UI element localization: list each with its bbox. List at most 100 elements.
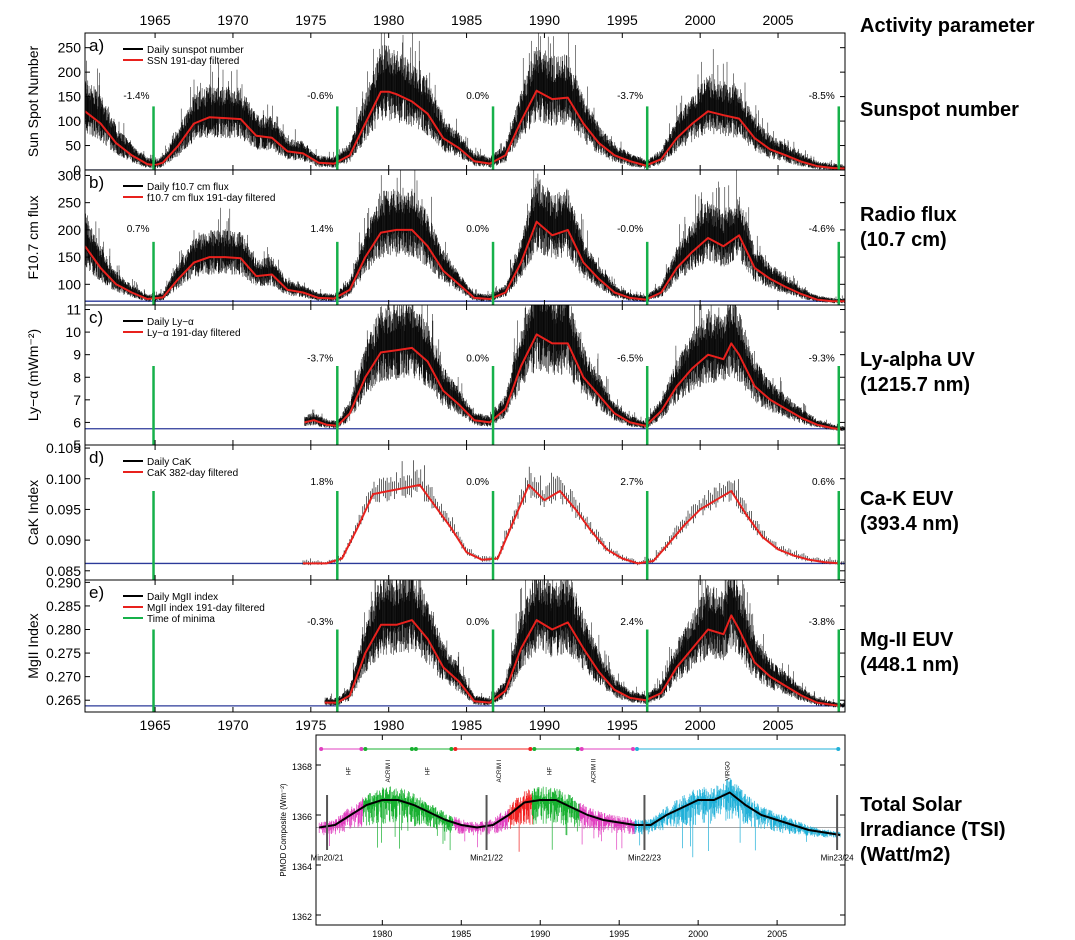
panel-frame <box>315 734 846 926</box>
instrument-arrow-head <box>630 747 635 751</box>
percent-label: -8.5% <box>809 91 835 102</box>
percent-label: -0.3% <box>307 617 333 628</box>
side-label-header: Activity parameter <box>860 14 1035 39</box>
x-tick-label: 1980 <box>372 929 392 939</box>
side-label-tsi: Total Solar Irradiance (TSI) (Watt/m2) <box>860 793 1006 868</box>
x-tick-label: 2005 <box>762 717 793 733</box>
side-label-header-text: Activity parameter <box>860 15 1035 37</box>
percent-label: 1.4% <box>310 224 333 235</box>
y-axis-label: F10.7 cm flux <box>25 195 41 279</box>
y-tick-label: 10 <box>65 324 81 340</box>
y-tick-label: 1362 <box>292 912 312 922</box>
instrument-label: HF <box>347 767 353 775</box>
percent-label: 2.7% <box>620 477 643 488</box>
instrument-arrow-head <box>836 747 841 751</box>
y-tick-label: 0.270 <box>46 669 81 685</box>
y-tick-label: 0.090 <box>46 532 81 548</box>
y-tick-label: 250 <box>58 40 82 56</box>
x-tick-label: 1975 <box>295 717 326 733</box>
y-tick-label: 0.100 <box>46 471 81 487</box>
legend-entry: Daily CaK <box>147 457 192 468</box>
percent-label: -3.8% <box>809 617 835 628</box>
x-tick-label: 1985 <box>451 929 471 939</box>
x-tick-label: 1990 <box>530 929 550 939</box>
side-label-line: Total Solar <box>860 794 962 816</box>
filtered-series <box>324 614 841 707</box>
top-x-tick-label: 2005 <box>762 12 793 28</box>
tsi-daily-series <box>579 803 636 850</box>
tsi-minima-label: Min23/24 <box>821 854 854 863</box>
instrument-arrow-head <box>634 747 639 751</box>
y-tick-label: 1364 <box>292 862 312 872</box>
instrument-label: ACRIM II <box>592 759 598 784</box>
y-tick-label: 0.105 <box>46 440 81 456</box>
daily-series <box>85 170 845 304</box>
panel-1 <box>84 169 846 306</box>
panel-5 <box>315 734 846 926</box>
instrument-label: HF <box>426 767 432 775</box>
percent-label: -0.0% <box>617 224 643 235</box>
top-x-tick-label: 1995 <box>607 12 638 28</box>
x-tick-label: 1995 <box>609 929 629 939</box>
plot-area <box>85 33 845 170</box>
tsi-daily-series <box>531 786 581 850</box>
instrument-arrow-head <box>575 747 580 751</box>
plot-area <box>85 460 845 580</box>
instrument-arrow-head <box>453 747 458 751</box>
side-label-cak: Ca-K EUV (393.4 nm) <box>860 487 959 537</box>
side-label-line: (393.4 nm) <box>860 513 959 535</box>
percent-label: -9.3% <box>809 353 835 364</box>
panel-frame <box>84 444 846 581</box>
x-tick-label: 1980 <box>373 717 404 733</box>
y-axis-label: Ly−α (mWm⁻²) <box>25 329 41 421</box>
y-tick-label: 9 <box>73 347 81 363</box>
panel-3 <box>84 444 846 581</box>
percent-label: -3.7% <box>307 353 333 364</box>
y-tick-label: 0 <box>73 162 81 178</box>
tsi-minima-label: Min21/22 <box>470 854 503 863</box>
plot-area <box>85 170 845 305</box>
x-tick-label: 1985 <box>451 717 482 733</box>
y-axis-label: PMOD Composite (Wm⁻²) <box>279 783 288 876</box>
plot-area <box>85 305 845 445</box>
filtered-series <box>85 89 845 170</box>
side-label-lyalpha: Ly-alpha UV (1215.7 nm) <box>860 348 975 398</box>
percent-label: -0.6% <box>307 91 333 102</box>
filtered-series <box>303 483 841 565</box>
y-tick-label: 0.275 <box>46 645 81 661</box>
percent-label: 0.0% <box>466 91 489 102</box>
percent-label: -6.5% <box>617 353 643 364</box>
y-tick-label: 150 <box>58 89 82 105</box>
x-tick-label: 1995 <box>607 717 638 733</box>
legend-entry: f10.7 cm flux 191-day filtered <box>147 193 275 204</box>
top-x-tick-label: 1980 <box>373 12 404 28</box>
filtered-series <box>304 333 841 431</box>
top-x-tick-label: 1970 <box>217 12 248 28</box>
panel-letter: e) <box>89 583 104 602</box>
side-label-line: (10.7 cm) <box>860 229 947 251</box>
y-tick-label: 7 <box>73 392 81 408</box>
side-label-line: (1215.7 nm) <box>860 374 971 396</box>
y-tick-label: 0.285 <box>46 598 81 614</box>
y-tick-label: 200 <box>58 222 82 238</box>
legend-entry: SSN 191-day filtered <box>147 56 239 67</box>
instrument-label: HF <box>547 767 553 775</box>
y-tick-label: 1368 <box>292 762 312 772</box>
tsi-minima-label: Min22/23 <box>628 854 661 863</box>
y-tick-label: 300 <box>58 167 82 183</box>
side-label-line: Radio flux <box>860 204 957 226</box>
y-tick-label: 5 <box>73 437 81 453</box>
tsi-daily-series <box>453 809 509 848</box>
y-tick-label: 250 <box>58 195 82 211</box>
legend-entry: Daily sunspot number <box>147 45 244 56</box>
panel-0 <box>84 32 846 171</box>
instrument-arrow-head <box>528 747 533 751</box>
y-tick-label: 150 <box>58 249 82 265</box>
instrument-arrow-head <box>449 747 454 751</box>
filtered-series <box>85 220 845 303</box>
percent-label: -4.6% <box>809 224 835 235</box>
side-label-line: Ca-K EUV <box>860 488 954 510</box>
percent-label: 0.0% <box>466 477 489 488</box>
side-label-line: Irradiance (TSI) <box>860 819 1006 841</box>
